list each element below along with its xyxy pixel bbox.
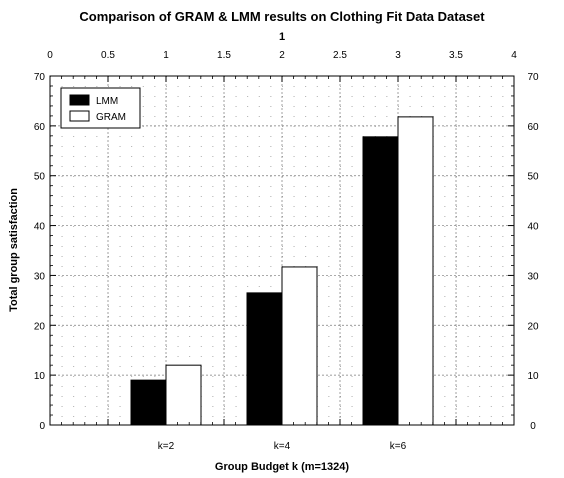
y-tick-label-left: 50	[34, 172, 46, 183]
x-tick-label-top: 0.5	[101, 50, 115, 61]
bars: k=2 k=4 k=6	[130, 116, 434, 452]
y-tick-label-right: 30	[527, 271, 539, 282]
x-category-label: k=4	[274, 441, 291, 452]
y-tick-label-left: 10	[34, 371, 46, 382]
x-tick-label-top: 1.5	[217, 50, 231, 61]
bar-lmm-k=2	[130, 379, 167, 426]
legend-label-lmm: LMM	[96, 96, 118, 107]
bar-gram-k=2	[165, 364, 202, 426]
x-tick-label-top: 2.5	[333, 50, 347, 61]
y-tick-label-right: 70	[527, 72, 539, 83]
legend-label-gram: GRAM	[96, 112, 126, 123]
y-axis-label: Total group satisfaction	[8, 188, 20, 312]
legend-swatch-gram	[69, 110, 90, 122]
bar-lmm-k=6	[362, 136, 399, 426]
top-axis-label: 1	[279, 31, 285, 43]
y-tick-label-right: 60	[527, 122, 539, 133]
bar-lmm-k=4	[246, 292, 283, 426]
x-tick-label-top: 4	[511, 50, 517, 61]
y-tick-label-left: 40	[34, 222, 46, 233]
y-tick-label-right: 50	[527, 172, 539, 183]
y-tick-label-left: 0	[39, 421, 45, 432]
x-tick-label-top: 3	[395, 50, 401, 61]
bar-gram-k=6	[397, 116, 434, 426]
x-category-label: k=6	[390, 441, 407, 452]
chart-title: Comparison of GRAM & LMM results on Clot…	[79, 9, 485, 24]
y-tick-label-left: 70	[34, 72, 46, 83]
x-tick-label-top: 0	[47, 50, 53, 61]
x-axis-label: Group Budget k (m=1324)	[215, 461, 350, 473]
y-tick-label-left: 60	[34, 122, 46, 133]
x-tick-label-top: 2	[279, 50, 285, 61]
y-tick-label-left: 30	[34, 271, 46, 282]
legend: LMM GRAM	[60, 87, 141, 129]
y-tick-label-right: 0	[530, 421, 536, 432]
bar-gram-k=4	[281, 266, 318, 426]
legend-swatch-lmm	[69, 94, 90, 106]
y-tick-label-right: 20	[527, 321, 539, 332]
y-tick-label-right: 40	[527, 222, 539, 233]
x-tick-label-top: 3.5	[449, 50, 463, 61]
x-category-label: k=2	[158, 441, 175, 452]
y-tick-label-left: 20	[34, 321, 46, 332]
x-tick-label-top: 1	[163, 50, 169, 61]
y-tick-label-right: 10	[527, 371, 539, 382]
